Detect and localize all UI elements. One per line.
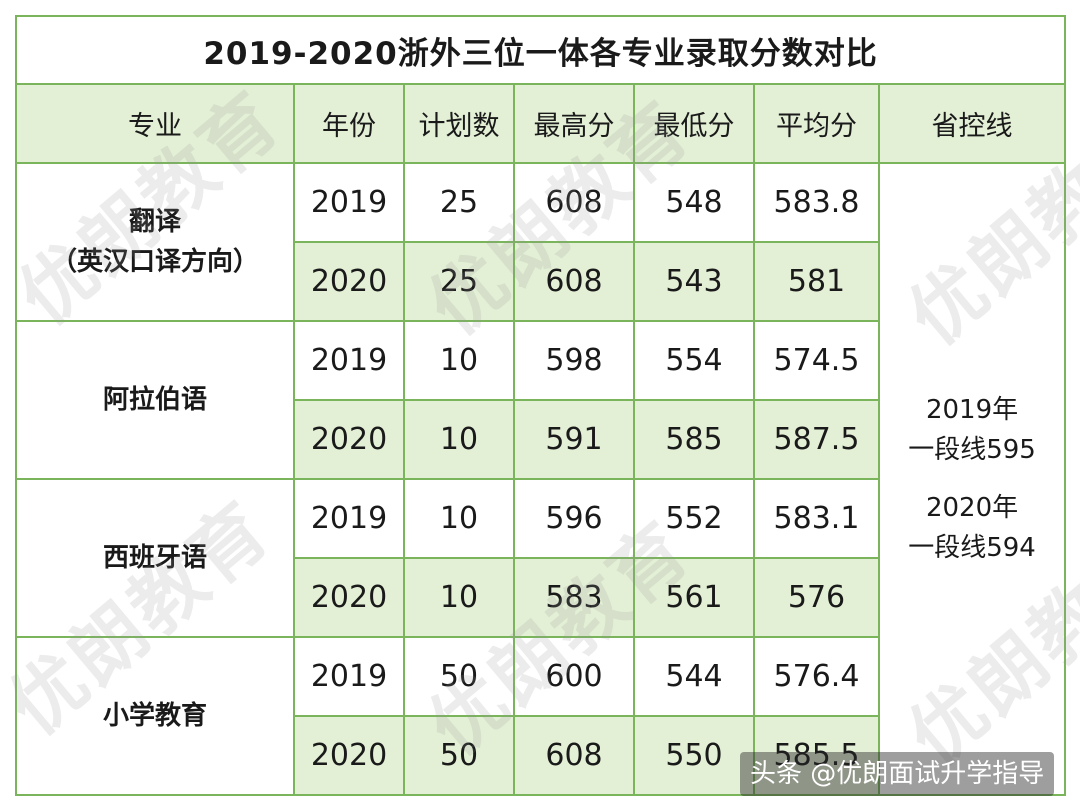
header-major: 专业 — [15, 83, 295, 164]
header-plan: 计划数 — [403, 83, 515, 164]
header-row: 专业 年份 计划数 最高分 最低分 平均分 省控线 — [15, 83, 1067, 164]
avg-cell: 583.8 — [753, 162, 880, 243]
control-2019: 2019年 一段线595 — [880, 390, 1064, 470]
control-2020-line: 一段线594 — [908, 533, 1036, 563]
max-cell: 583 — [513, 557, 635, 638]
min-cell: 554 — [633, 320, 755, 401]
table-row: 2020 10 583 561 576 — [16, 557, 1065, 638]
year-cell: 2020 — [293, 715, 405, 796]
avg-cell: 576 — [753, 557, 880, 638]
year-cell: 2019 — [293, 320, 405, 401]
control-line-cell: 2019年 一段线595 2020年 一段线594 — [877, 162, 1067, 796]
table-row: 西班牙语 2019 10 596 552 583.1 — [15, 478, 1065, 638]
header-control: 省控线 — [877, 83, 1067, 164]
min-cell: 543 — [633, 241, 755, 322]
avg-cell: 587.5 — [753, 399, 880, 480]
major-name: 小学教育 — [102, 701, 207, 731]
major-name: 阿拉伯语 — [102, 385, 207, 415]
admission-score-table: 2019-2020浙外三位一体各专业录取分数对比 专业 年份 计划数 最高分 最… — [14, 15, 1067, 796]
plan-cell: 10 — [403, 320, 515, 401]
min-cell: 550 — [633, 715, 755, 796]
major-cell: 翻译 （英汉口译方向） — [15, 162, 295, 322]
plan-cell: 10 — [403, 478, 515, 559]
major-name: 西班牙语 — [102, 543, 207, 573]
avg-cell: 574.5 — [753, 320, 880, 401]
max-cell: 608 — [513, 241, 635, 322]
min-cell: 585 — [633, 399, 755, 480]
year-cell: 2019 — [293, 636, 405, 717]
major-name: 翻译 — [128, 207, 181, 237]
year-cell: 2019 — [293, 478, 405, 559]
major-cell: 阿拉伯语 — [15, 320, 295, 480]
plan-cell: 25 — [403, 162, 515, 243]
table-row: 2020 10 591 585 587.5 — [16, 399, 1065, 480]
control-2020-year: 2020年 — [925, 493, 1019, 523]
avg-cell: 576.4 — [753, 636, 880, 717]
source-credit: 头条 @优朗面试升学指导 — [740, 752, 1055, 796]
major-cell: 小学教育 — [15, 636, 295, 796]
avg-cell: 585.5 — [753, 715, 880, 796]
min-cell: 552 — [633, 478, 755, 559]
major-subtitle: （英汉口译方向） — [50, 247, 259, 277]
table-row: 2020 50 608 550 585.5 — [16, 715, 1065, 796]
plan-cell: 10 — [403, 557, 515, 638]
max-cell: 596 — [513, 478, 635, 559]
title-row: 2019-2020浙外三位一体各专业录取分数对比 — [14, 15, 1067, 85]
header-min: 最低分 — [633, 83, 755, 164]
plan-cell: 50 — [403, 636, 515, 717]
year-cell: 2020 — [293, 241, 405, 322]
table-row: 2020 25 608 543 581 — [16, 241, 1065, 322]
plan-cell: 10 — [403, 399, 515, 480]
max-cell: 608 — [513, 162, 635, 243]
max-cell: 608 — [513, 715, 635, 796]
table-row: 翻译 （英汉口译方向） 2019 25 608 548 583.8 2019年 … — [15, 162, 1067, 796]
control-2019-year: 2019年 — [925, 395, 1019, 425]
year-cell: 2019 — [293, 162, 405, 243]
table-title: 2019-2020浙外三位一体各专业录取分数对比 — [14, 15, 1067, 85]
header-max: 最高分 — [513, 83, 635, 164]
major-cell: 西班牙语 — [15, 478, 295, 638]
avg-cell: 583.1 — [753, 478, 880, 559]
header-year: 年份 — [293, 83, 405, 164]
min-cell: 548 — [633, 162, 755, 243]
year-cell: 2020 — [293, 399, 405, 480]
control-2020: 2020年 一段线594 — [880, 488, 1064, 568]
control-2019-line: 一段线595 — [908, 435, 1036, 465]
max-cell: 598 — [513, 320, 635, 401]
plan-cell: 25 — [403, 241, 515, 322]
header-avg: 平均分 — [753, 83, 880, 164]
plan-cell: 50 — [403, 715, 515, 796]
min-cell: 544 — [633, 636, 755, 717]
max-cell: 591 — [513, 399, 635, 480]
max-cell: 600 — [513, 636, 635, 717]
min-cell: 561 — [633, 557, 755, 638]
year-cell: 2020 — [293, 557, 405, 638]
avg-cell: 581 — [753, 241, 880, 322]
table-row: 小学教育 2019 50 600 544 576.4 — [15, 636, 1065, 796]
table-row: 阿拉伯语 2019 10 598 554 574.5 — [15, 320, 1065, 480]
